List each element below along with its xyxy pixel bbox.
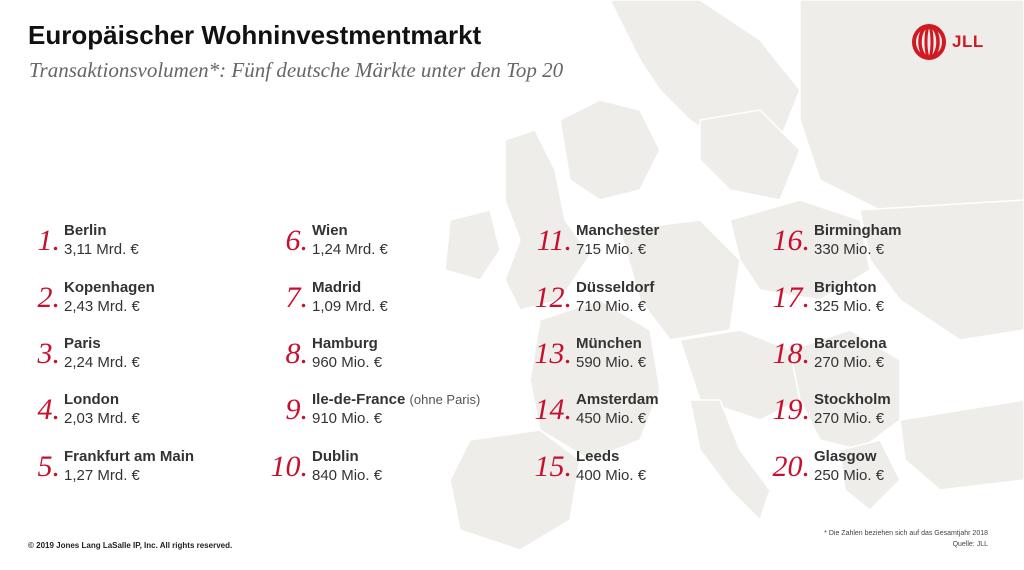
volume-value: 270 Mio. € [814,410,885,427]
rank-number: 7. [285,281,309,314]
rank-number: 3. [37,337,61,370]
rank-number: 8. [285,337,309,370]
volume-value: 330 Mio. € [814,241,885,258]
logo-text: JLL [952,32,984,51]
copyright-notice: © 2019 Jones Lang LaSalle IP, Inc. All r… [28,541,233,550]
volume-value: 450 Mio. € [576,410,647,427]
volume-value: 3,11 Mrd. € [64,241,139,258]
city-name: Leeds [576,448,620,465]
rank-number: 10. [270,450,309,483]
rank-number: 20. [772,450,811,483]
rank-number: 1. [37,224,61,257]
city-name: Kopenhagen [64,279,155,296]
city-name: Ile-de-France (ohne Paris) [312,391,481,408]
volume-value: 1,27 Mrd. € [64,467,140,484]
rank-number: 18. [772,337,811,370]
volume-value: 910 Mio. € [312,410,383,427]
rank-number: 17. [772,281,811,314]
volume-value: 840 Mio. € [312,467,383,484]
rank-number: 16. [772,224,811,257]
city-note: (ohne Paris) [409,392,481,407]
source-text: Quelle: JLL [952,541,988,548]
city-name: Madrid [312,279,362,296]
volume-value: 270 Mio. € [814,354,885,371]
volume-value: 590 Mio. € [576,354,647,371]
rank-number: 14. [534,393,573,426]
city-name: Wien [312,222,348,239]
city-name: Frankfurt am Main [64,448,195,465]
rank-number: 2. [37,281,61,314]
city-name: Hamburg [312,335,378,352]
volume-value: 1,09 Mrd. € [312,298,388,315]
volume-value: 2,43 Mrd. € [64,298,140,315]
page-title: Europäischer Wohninvestmentmarkt [28,20,482,50]
page-subtitle: Transaktionsvolumen*: Fünf deutsche Märk… [29,58,564,82]
rank-number: 12. [534,281,573,314]
volume-value: 250 Mio. € [814,467,885,484]
city-name: London [64,391,119,408]
rank-number: 19. [772,393,811,426]
volume-value: 2,03 Mrd. € [64,410,140,427]
rank-number: 9. [285,393,309,426]
volume-value: 325 Mio. € [814,298,885,315]
rank-number: 13. [534,337,573,370]
city-name: Birmingham [814,222,902,239]
rank-number: 4. [37,393,61,426]
city-name: Düsseldorf [576,279,655,296]
volume-value: 715 Mio. € [576,241,647,258]
city-name: Glasgow [814,448,877,465]
jll-logo-icon [912,24,946,60]
city-name: Paris [64,335,101,352]
city-name: München [576,335,642,352]
city-name: Stockholm [814,391,891,408]
logo: JLL [912,24,984,60]
city-name: Amsterdam [576,391,659,408]
city-name: Dublin [312,448,359,465]
rank-number: 11. [536,224,572,257]
rank-number: 5. [37,450,61,483]
rank-number: 15. [534,450,573,483]
footnote-text: * Die Zahlen beziehen sich auf das Gesam… [824,530,988,537]
city-name: Brighton [814,279,877,296]
volume-value: 1,24 Mrd. € [312,241,388,258]
city-name: Manchester [576,222,660,239]
rank-number: 6. [285,224,309,257]
volume-value: 400 Mio. € [576,467,647,484]
volume-value: 960 Mio. € [312,354,383,371]
volume-value: 710 Mio. € [576,298,647,315]
footnote: * Die Zahlen beziehen sich auf das Gesam… [824,528,988,550]
city-name: Barcelona [814,335,887,352]
volume-value: 2,24 Mrd. € [64,354,140,371]
city-name: Berlin [64,222,107,239]
